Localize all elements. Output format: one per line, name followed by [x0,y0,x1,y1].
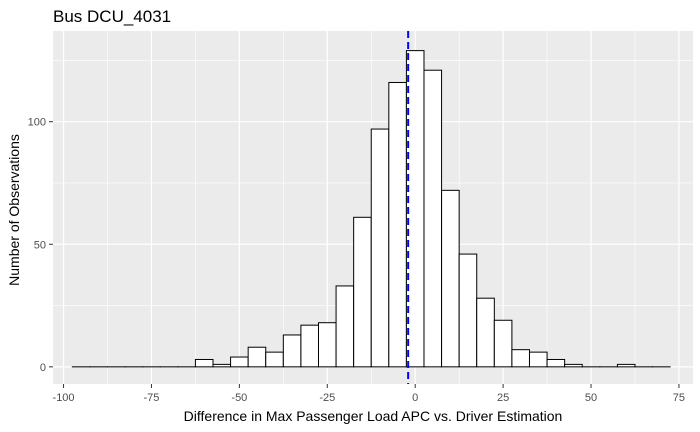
x-tick-label: 25 [497,392,509,404]
x-tick-label: -100 [53,392,75,404]
histogram-bar [476,297,495,368]
histogram-bar [282,334,302,368]
histogram-bar [511,349,530,368]
histogram-bar [388,81,407,368]
x-tick-label: -50 [231,392,247,404]
y-tick-label: 50 [34,239,46,251]
histogram-bar [230,356,249,368]
histogram-bar [546,358,566,368]
y-tick-label: 0 [40,362,46,374]
y-tick-label: 100 [28,117,46,129]
x-tick-label: -25 [319,392,335,404]
x-tick-label: -75 [144,392,160,404]
chart-title: Bus DCU_4031 [53,7,171,26]
histogram-bar [458,253,478,368]
x-axis-title: Difference in Max Passenger Load APC vs.… [184,408,563,424]
histogram-bar [370,128,390,368]
histogram-bar [353,216,372,368]
y-axis-ticks: 0 50 100 [28,117,53,374]
x-tick-label: 50 [585,392,597,404]
histogram-bar [335,285,355,368]
x-tick-label: 75 [673,392,685,404]
histogram-bar [616,363,636,368]
histogram-bar [528,351,548,368]
histogram-bar [265,351,284,368]
histogram-bar [564,363,583,368]
histogram-bar [423,69,443,368]
histogram-bar [194,358,214,368]
histogram-bar [247,346,267,368]
minor-gridlines [53,31,693,384]
y-axis-title: Number of Observations [6,134,22,286]
histogram-bar [441,189,460,368]
histogram-bar [212,363,232,368]
histogram-bar [317,322,337,368]
x-tick-label: 0 [412,392,418,404]
x-axis-ticks: -100 -75 -50 -25 0 25 50 75 [53,384,685,404]
histogram-bar [300,324,319,368]
histogram-bar [493,319,513,368]
histogram-bars [71,50,671,368]
